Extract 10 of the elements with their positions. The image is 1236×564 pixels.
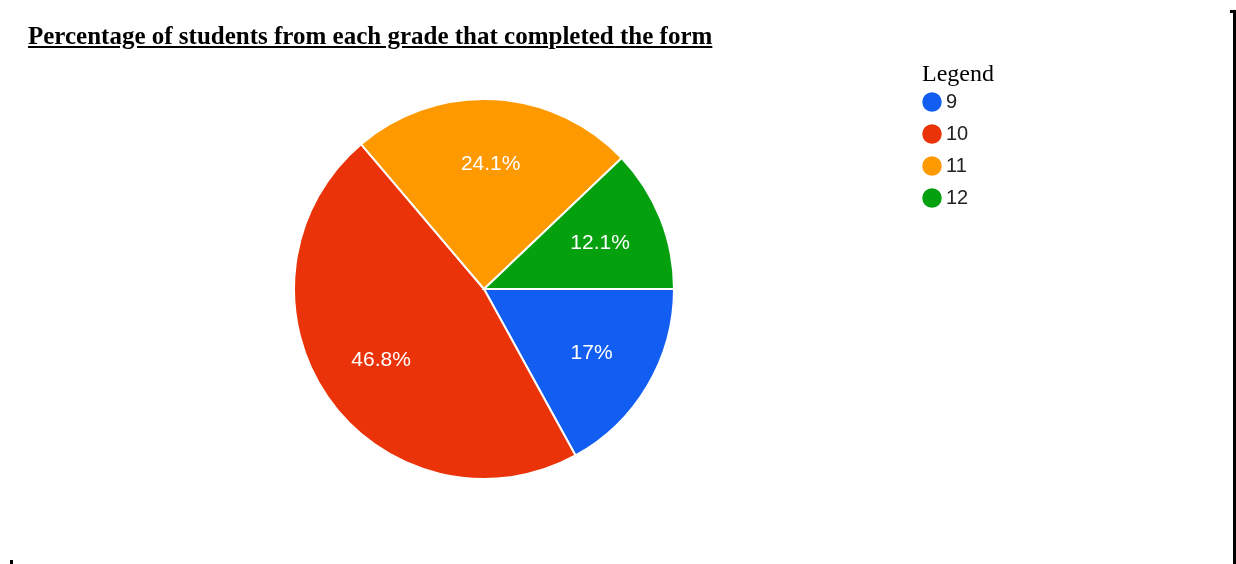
legend-title: Legend [922,60,994,86]
legend-label: 11 [946,154,967,176]
legend-label: 9 [946,90,958,112]
data-label: 12.1% [570,229,630,253]
chart-title: Percentage of students from each grade that completed the form [28,22,713,50]
legend-label: 10 [946,122,969,144]
data-label: 24.1% [460,151,521,175]
data-label: 17% [570,339,613,363]
legend-label: 12 [946,186,969,208]
data-label: 46.8% [351,346,411,370]
